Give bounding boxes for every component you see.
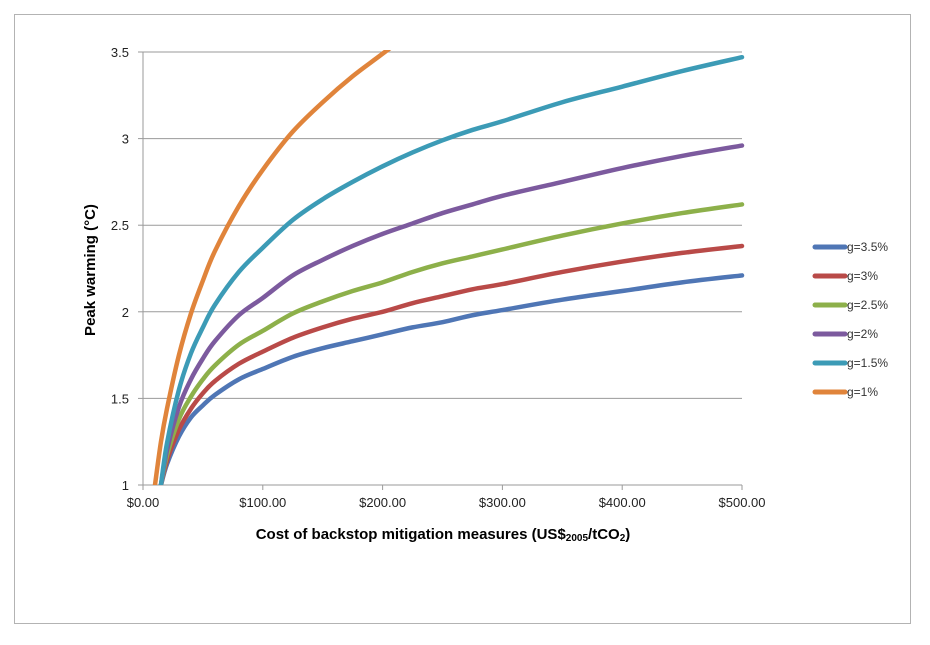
legend-label: g=3.5%: [847, 240, 888, 254]
x-tick-label: $400.00: [599, 495, 646, 510]
y-tick-label: 2.5: [111, 218, 129, 233]
y-tick-label: 1.5: [111, 391, 129, 406]
chart-svg: 11.522.533.5 $0.00 $100.00 $200.00 $300.00 $…: [82, 45, 888, 544]
y-tick-labels: 1 1.5 2 2.5 3 3.5: [111, 45, 129, 493]
x-tick-label: $500.00: [719, 495, 766, 510]
y-tick-label: 3.5: [111, 45, 129, 60]
series-line-g=1.5%: [158, 54, 745, 485]
x-tick-label: $100.00: [239, 495, 286, 510]
x-axis-title: Cost of backstop mitigation measures (US…: [256, 526, 631, 544]
y-tick-label: 2: [122, 305, 129, 320]
series-line-g=3.5%: [158, 273, 745, 485]
x-axis-title-mid: /tCO: [588, 526, 620, 543]
series-line-g=2.5%: [158, 202, 745, 485]
x-tick-label: $200.00: [359, 495, 406, 510]
gridlines: [138, 51, 743, 490]
y-tick-label: 3: [122, 132, 129, 147]
chart-frame: 1 1.5 2 2.5 3 3.5 $0.00 $100.00 $200.00 $300.00 $…: [14, 14, 911, 624]
x-axis-title-sub2: 2: [620, 533, 626, 544]
series-line-g=2%: [158, 143, 745, 485]
y-axis-title: Peak warming (°C): [82, 204, 99, 336]
y-tick-label: 1: [122, 478, 129, 493]
x-axis-title-main: Cost of backstop mitigation measures (US…: [256, 526, 567, 543]
x-tick-label: $0.00: [127, 495, 160, 510]
series-line-g=3%: [158, 243, 745, 485]
series-lines: [152, 50, 745, 485]
x-axis-title-end: ): [625, 526, 630, 543]
legend-label: g=3%: [847, 269, 878, 283]
legend-label: g=1.5%: [847, 356, 888, 370]
series-line-g=1%: [152, 50, 392, 485]
legend: g=3.5% g=3% g=2.5% g=2% g=1.5% g=1%: [812, 240, 888, 399]
x-axis-title-sub: 2005: [566, 533, 589, 544]
legend-label: g=2%: [847, 327, 878, 341]
x-tick-label: $300.00: [479, 495, 526, 510]
legend-label: g=2.5%: [847, 298, 888, 312]
legend-label: g=1%: [847, 385, 878, 399]
x-tick-labels: $0.00 $100.00 $200.00 $300.00 $400.00 $500.00: [127, 495, 766, 510]
